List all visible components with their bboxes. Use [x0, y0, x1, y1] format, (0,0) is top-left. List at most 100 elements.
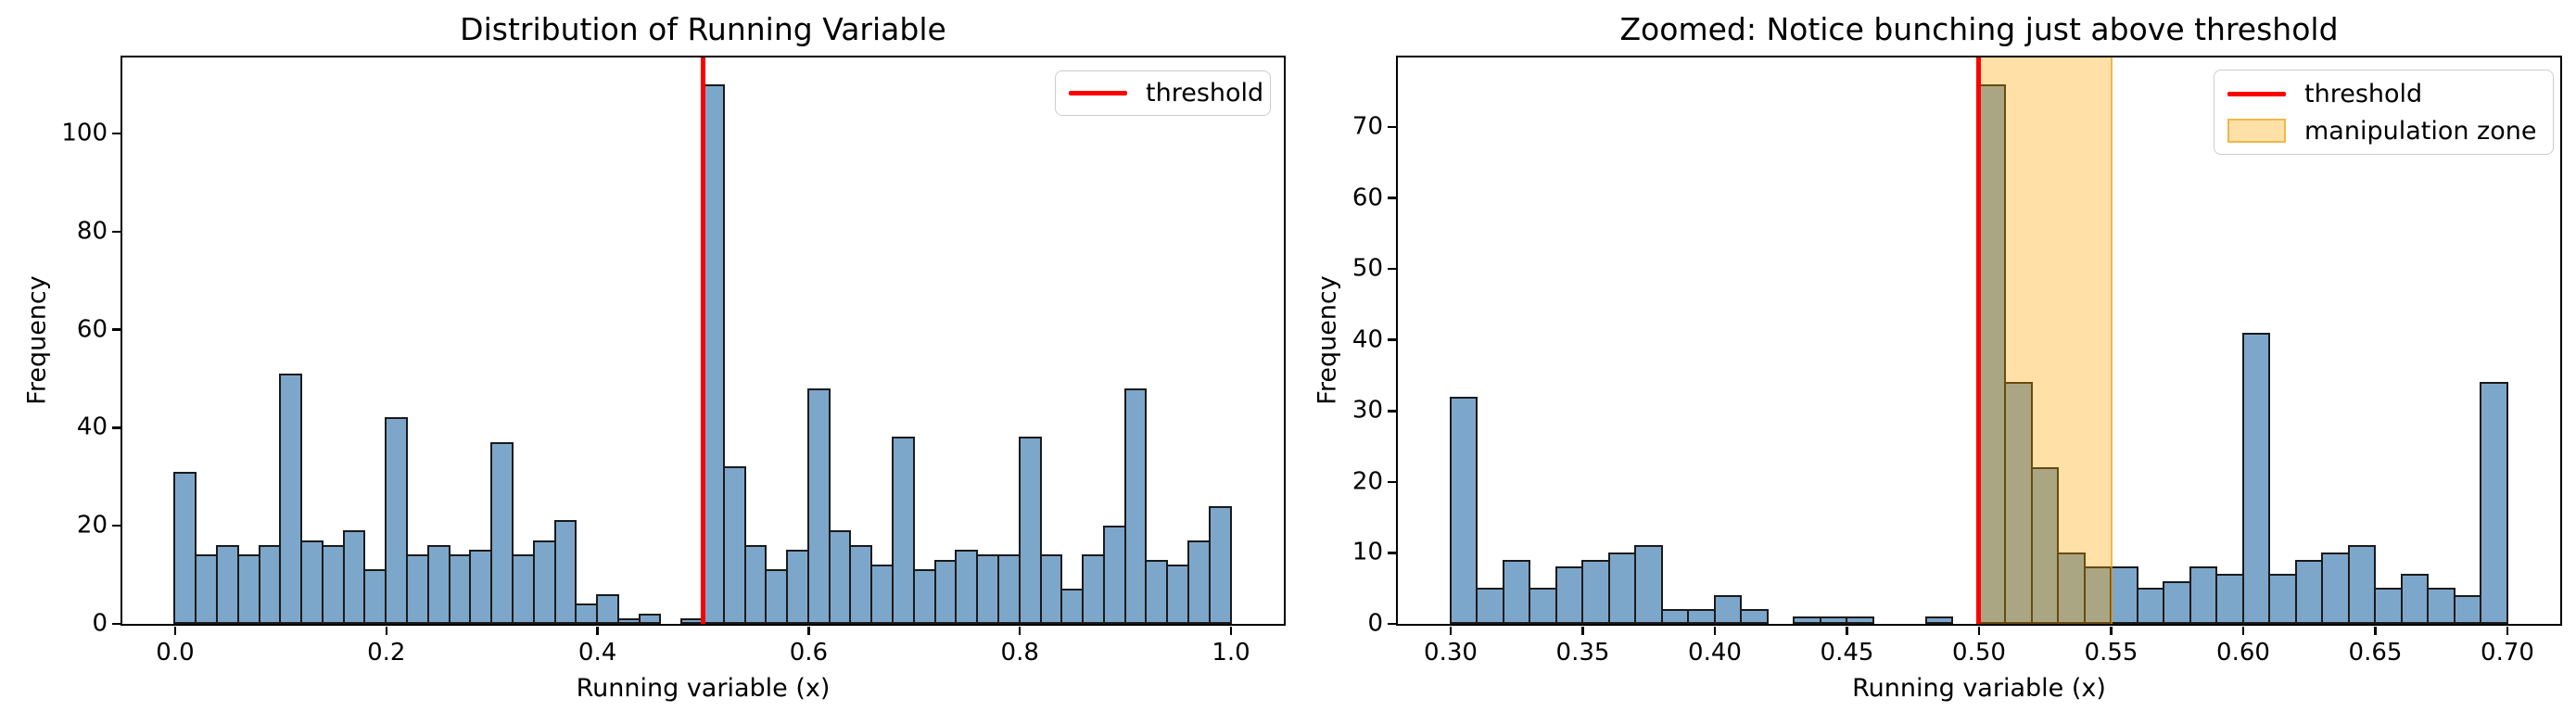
x-tick-mark — [173, 626, 177, 635]
x-tick-label: 0.45 — [1820, 639, 1874, 667]
legend-entry: threshold — [2227, 80, 2540, 108]
x-tick-mark — [807, 626, 810, 635]
histogram-bar — [173, 471, 197, 624]
histogram-bar — [1449, 396, 1478, 624]
histogram-bar — [553, 520, 577, 624]
x-tick-mark — [1449, 626, 1453, 635]
histogram-bar — [342, 530, 366, 624]
histogram-bar — [933, 559, 958, 624]
y-tick-mark — [111, 132, 121, 135]
legend-threshold-line-swatch — [1069, 91, 1127, 95]
y-tick-label: 0 — [92, 609, 108, 638]
histogram-bar — [216, 544, 239, 624]
axes-right — [1395, 55, 2562, 626]
manipulation-zone — [1978, 57, 2113, 624]
y-tick-label: 0 — [1367, 609, 1383, 638]
histogram-bar — [1082, 554, 1105, 624]
x-tick-label: 0.8 — [1000, 639, 1039, 667]
histogram-bar — [321, 544, 345, 624]
y-tick-label: 70 — [1351, 112, 1383, 141]
histogram-bar — [575, 603, 599, 624]
axes-left — [120, 55, 1286, 626]
histogram-bar — [279, 373, 303, 624]
histogram-bar — [596, 593, 619, 624]
histogram-bar — [2057, 552, 2086, 624]
y-tick-mark — [1387, 197, 1396, 199]
x-tick-mark — [1581, 626, 1584, 635]
histogram-bar — [892, 437, 915, 624]
histogram-bar — [638, 613, 662, 624]
y-tick-mark — [1387, 338, 1396, 341]
histogram-bar — [1529, 588, 1557, 624]
y-tick-mark — [1387, 267, 1396, 271]
x-tick-label: 0.50 — [1952, 639, 2006, 667]
histogram-bar — [1186, 540, 1211, 624]
y-tick-label: 40 — [1351, 325, 1383, 354]
x-tick-label: 0.40 — [1688, 639, 1742, 667]
histogram-bar — [786, 550, 809, 624]
y-tick-label: 20 — [1351, 467, 1383, 496]
y-tick-mark — [111, 328, 121, 331]
histogram-bar — [955, 550, 979, 624]
histogram-bar — [2427, 588, 2455, 624]
histogram-bar — [870, 565, 895, 624]
legend-entry: threshold — [1069, 79, 1263, 108]
x-tick-mark — [1977, 626, 1981, 635]
x-tick-mark — [2241, 626, 2245, 635]
y-tick-mark — [111, 426, 121, 429]
histogram-bar — [828, 530, 852, 624]
histogram-bar — [300, 540, 324, 624]
y-tick-mark — [1387, 552, 1396, 554]
histogram-bar — [532, 540, 556, 624]
legend-threshold-line-swatch — [2227, 91, 2286, 96]
legend-right: threshold manipulation zone — [2214, 70, 2554, 155]
histogram-bar — [1740, 609, 1769, 624]
y-tick-label: 60 — [1351, 184, 1383, 212]
x-tick-label: 0.6 — [789, 639, 829, 667]
histogram-bar — [406, 554, 429, 624]
y-tick-mark — [1387, 622, 1396, 626]
y-tick-mark — [111, 524, 121, 527]
threshold-line — [700, 57, 705, 624]
histogram-bar — [258, 544, 282, 624]
histogram-bar — [1793, 616, 1821, 624]
legend-entry-label: threshold — [2304, 79, 2423, 108]
y-tick-mark — [1387, 480, 1396, 484]
histogram-bar — [722, 466, 746, 624]
x-tick-mark — [1846, 626, 1848, 635]
y-tick-label: 100 — [61, 119, 108, 147]
histogram-bar — [490, 441, 514, 624]
histogram-bar — [996, 554, 1021, 624]
x-tick-mark — [1018, 626, 1022, 635]
histogram-bar — [743, 544, 768, 624]
y-axis-label: Frequency — [22, 275, 52, 405]
histogram-bar — [2110, 566, 2138, 624]
x-axis-label: Running variable (x) — [576, 674, 831, 703]
histogram-bar — [2268, 573, 2297, 624]
histogram-bar — [912, 569, 936, 624]
y-axis-label: Frequency — [1313, 275, 1342, 405]
chart-title: Distribution of Running Variable — [460, 11, 946, 47]
histogram-bar — [2083, 566, 2112, 624]
histogram-bar — [1476, 588, 1504, 624]
histogram-bar — [363, 569, 387, 624]
histogram-bar — [2163, 580, 2191, 624]
histogram-bar — [1924, 616, 1953, 624]
chart-title: Zoomed: Notice bunching just above thres… — [1619, 11, 2339, 47]
y-tick-label: 80 — [76, 217, 108, 246]
y-tick-mark — [1387, 410, 1396, 413]
histogram-bar — [1846, 616, 1874, 624]
histogram-bar — [1018, 437, 1042, 624]
y-tick-label: 10 — [1351, 539, 1383, 567]
histogram-bar — [2241, 332, 2270, 624]
histogram-bar — [1607, 552, 1636, 624]
histogram-bar — [1039, 554, 1063, 624]
histogram-bar — [1687, 609, 1716, 624]
histogram-bar — [1102, 525, 1126, 624]
histogram-bar — [448, 554, 472, 624]
histogram-bar — [2136, 588, 2164, 624]
histogram-bar — [385, 417, 409, 624]
histogram-bar — [469, 550, 493, 624]
histogram-bar — [2215, 573, 2244, 624]
x-tick-label: 0.30 — [1424, 639, 1478, 667]
